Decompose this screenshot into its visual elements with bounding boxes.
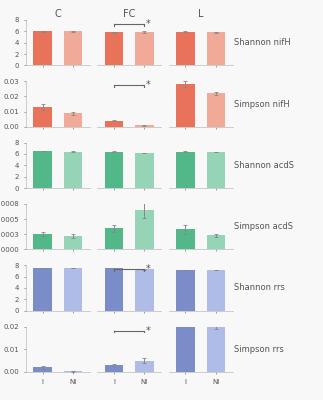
Bar [135,361,153,372]
Text: *: * [146,326,151,336]
Bar [207,270,225,311]
Bar [135,210,153,249]
Bar [34,368,52,372]
Bar [176,84,194,127]
Title: FC: FC [123,9,135,19]
Bar [105,121,123,127]
Text: Simpson nifH: Simpson nifH [234,100,290,108]
Bar [207,152,225,188]
Bar [176,320,194,372]
Bar [135,125,153,127]
Text: *: * [146,19,151,29]
Bar [207,32,225,66]
Text: *: * [146,80,151,90]
Bar [34,151,52,188]
Bar [135,153,153,188]
Bar [176,270,194,311]
Bar [105,228,123,249]
Text: Simpson acdS: Simpson acdS [234,222,293,231]
Bar [135,32,153,66]
Title: L: L [198,9,203,19]
Bar [64,31,82,66]
Bar [207,326,225,372]
Text: *: * [146,264,151,274]
Bar [105,268,123,311]
Bar [105,32,123,66]
Bar [64,371,82,372]
Bar [105,365,123,372]
Bar [64,268,82,311]
Bar [34,31,52,66]
Bar [34,234,52,249]
Text: Shannon rrs: Shannon rrs [234,284,285,292]
Text: Shannon nifH: Shannon nifH [234,38,291,47]
Bar [176,229,194,249]
Text: Shannon acdS: Shannon acdS [234,161,294,170]
Bar [176,32,194,66]
Bar [207,236,225,249]
Bar [207,94,225,127]
Bar [176,152,194,188]
Bar [64,152,82,188]
Bar [105,152,123,188]
Bar [34,107,52,127]
Bar [135,269,153,311]
Bar [64,236,82,249]
Title: C: C [54,9,61,19]
Text: Simpson rrs: Simpson rrs [234,345,284,354]
Bar [64,113,82,127]
Bar [34,268,52,311]
